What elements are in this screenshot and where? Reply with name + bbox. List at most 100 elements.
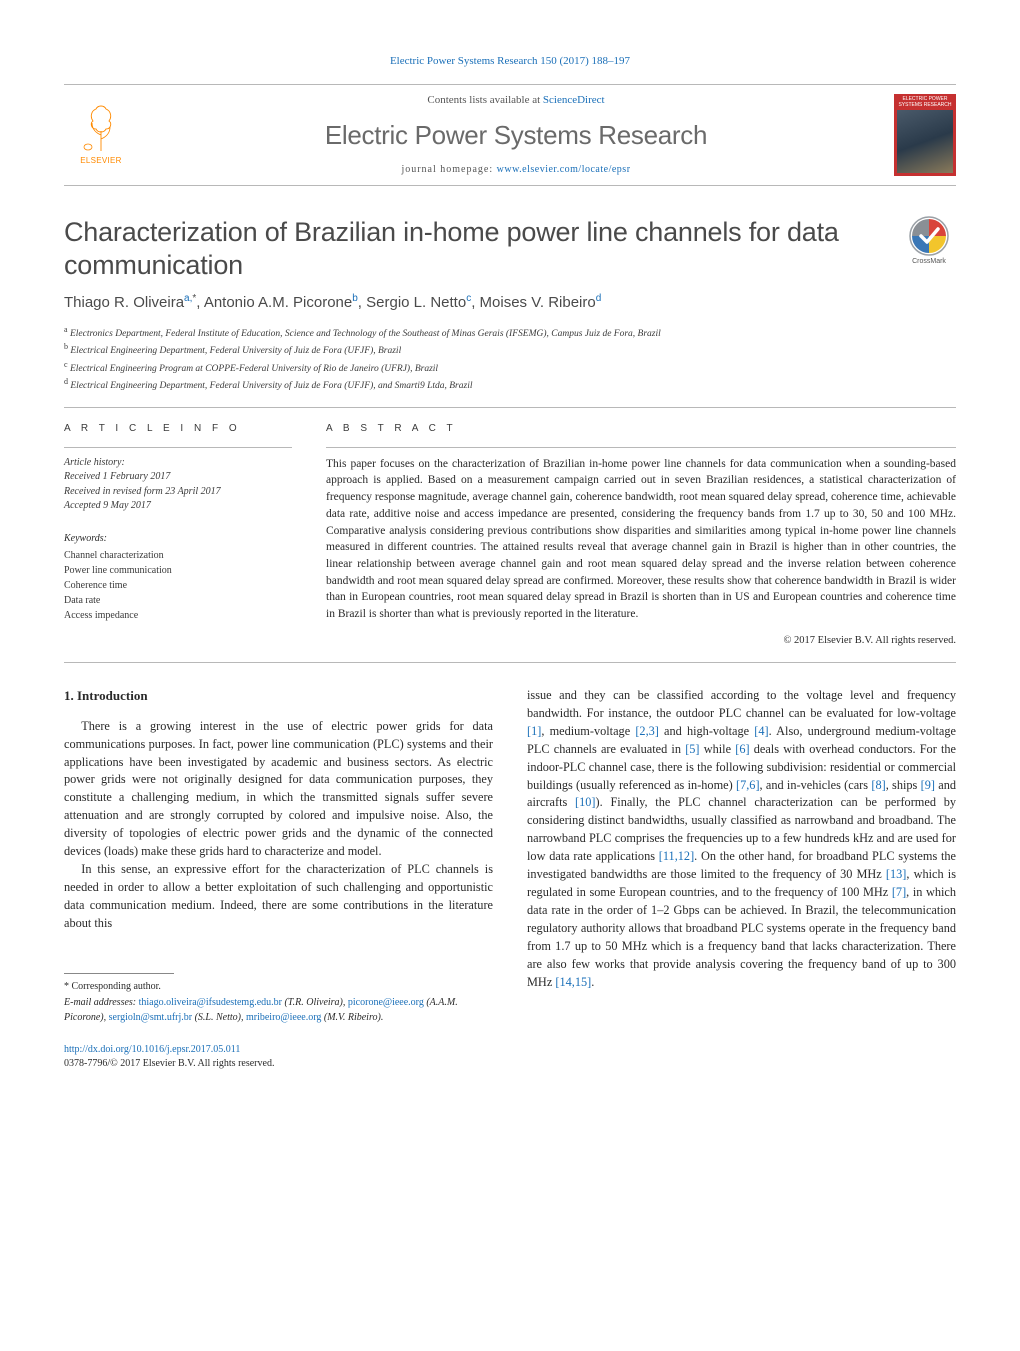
- history-label: Article history:: [64, 456, 292, 471]
- aff-text: Electrical Engineering Department, Feder…: [70, 381, 472, 391]
- author-1: Thiago R. Oliveira: [64, 294, 184, 311]
- elsevier-logo-text: ELSEVIER: [80, 155, 122, 167]
- abstract-copyright: © 2017 Elsevier B.V. All rights reserved…: [326, 633, 956, 648]
- citation[interactable]: [11,12]: [659, 849, 694, 863]
- citation[interactable]: [6]: [735, 742, 749, 756]
- citation[interactable]: [13]: [886, 867, 907, 881]
- aff-text: Electrical Engineering Program at COPPE-…: [70, 364, 438, 374]
- author-3: Sergio L. Netto: [366, 294, 466, 311]
- paragraph: In this sense, an expressive effort for …: [64, 861, 493, 933]
- footnote-rule: [64, 973, 174, 974]
- elsevier-logo: ELSEVIER: [64, 95, 138, 175]
- contents-prefix: Contents lists available at: [427, 94, 542, 106]
- keyword: Power line communication: [64, 563, 292, 578]
- keyword: Data rate: [64, 593, 292, 608]
- citation[interactable]: [14,15]: [555, 975, 591, 989]
- doi-line: http://dx.doi.org/10.1016/j.epsr.2017.05…: [64, 1043, 493, 1058]
- abstract-heading: A B S T R A C T: [326, 422, 956, 437]
- text: , in which data rate in the order of 1–2…: [527, 885, 956, 989]
- journal-cover-thumbnail: ELECTRIC POWER SYSTEMS RESEARCH: [894, 94, 956, 176]
- text: .: [591, 975, 594, 989]
- info-abstract-row: A R T I C L E I N F O Article history: R…: [64, 422, 956, 647]
- crossmark-badge[interactable]: CrossMark: [902, 216, 956, 270]
- author-2: Antonio A.M. Picorone: [204, 294, 352, 311]
- divider: [326, 447, 956, 448]
- citation[interactable]: [5]: [685, 742, 699, 756]
- crossmark-label: CrossMark: [912, 257, 946, 267]
- text: , ships: [886, 778, 921, 792]
- doi-link[interactable]: http://dx.doi.org/10.1016/j.epsr.2017.05…: [64, 1044, 240, 1055]
- divider: [64, 447, 292, 448]
- affiliation-a: a Electronics Department, Federal Instit…: [64, 324, 956, 341]
- affiliations: a Electronics Department, Federal Instit…: [64, 324, 956, 394]
- elsevier-tree-icon: [78, 103, 124, 153]
- citation[interactable]: [2,3]: [635, 724, 659, 738]
- citation[interactable]: [7,6]: [736, 778, 760, 792]
- email-link[interactable]: picorone@ieee.org: [348, 997, 424, 1008]
- keyword: Access impedance: [64, 608, 292, 623]
- affiliation-d: d Electrical Engineering Department, Fed…: [64, 376, 956, 393]
- page: Electric Power Systems Research 150 (201…: [0, 0, 1020, 1132]
- crossmark-icon: [909, 216, 949, 256]
- corr-text: Corresponding author.: [72, 981, 161, 992]
- section-heading: 1. Introduction: [64, 687, 493, 706]
- left-column: 1. Introduction There is a growing inter…: [64, 687, 493, 1072]
- text: while: [700, 742, 736, 756]
- contents-line: Contents lists available at ScienceDirec…: [138, 93, 894, 109]
- received-date: Received 1 February 2017: [64, 471, 170, 482]
- aff-sup: a: [64, 325, 68, 334]
- author-1-corr: *: [192, 293, 196, 304]
- citation[interactable]: [8]: [871, 778, 885, 792]
- email-link[interactable]: mribeiro@ieee.org: [246, 1012, 321, 1023]
- affiliation-b: b Electrical Engineering Department, Fed…: [64, 341, 956, 358]
- footnote-block: * Corresponding author. E-mail addresses…: [64, 973, 493, 1072]
- corresponding-note: * Corresponding author.: [64, 980, 493, 995]
- text: , and in-vehicles (cars: [760, 778, 872, 792]
- email-who: (T.R. Oliveira): [284, 997, 342, 1008]
- keyword: Coherence time: [64, 578, 292, 593]
- email-addresses: E-mail addresses: thiago.oliveira@ifsude…: [64, 995, 493, 1025]
- title-row: Characterization of Brazilian in-home po…: [64, 216, 956, 282]
- divider: [64, 407, 956, 408]
- header-center: Contents lists available at ScienceDirec…: [138, 93, 894, 177]
- emails-label: E-mail addresses:: [64, 997, 136, 1008]
- cover-image: [897, 110, 953, 173]
- author-3-aff: c: [466, 293, 471, 304]
- aff-sup: d: [64, 377, 68, 386]
- journal-name: Electric Power Systems Research: [138, 117, 894, 155]
- issn-line: 0378-7796/© 2017 Elsevier B.V. All right…: [64, 1057, 493, 1072]
- citation[interactable]: [7]: [892, 885, 906, 899]
- text: issue and they can be classified accordi…: [527, 688, 956, 720]
- email-link[interactable]: thiago.oliveira@ifsudestemg.edu.br: [139, 997, 282, 1008]
- email-link[interactable]: sergioln@smt.ufrj.br: [109, 1012, 192, 1023]
- text: , medium-voltage: [541, 724, 635, 738]
- paragraph: There is a growing interest in the use o…: [64, 718, 493, 862]
- article-title: Characterization of Brazilian in-home po…: [64, 216, 874, 282]
- homepage-prefix: journal homepage:: [401, 164, 496, 175]
- authors: Thiago R. Oliveiraa,*, Antonio A.M. Pico…: [64, 292, 956, 314]
- journal-header: ELSEVIER Contents lists available at Sci…: [64, 84, 956, 186]
- keywords-label: Keywords:: [64, 532, 292, 547]
- divider: [64, 662, 956, 663]
- journal-reference: Electric Power Systems Research 150 (201…: [64, 54, 956, 70]
- article-info-column: A R T I C L E I N F O Article history: R…: [64, 422, 292, 647]
- citation[interactable]: [4]: [754, 724, 768, 738]
- author-4-aff: d: [596, 293, 602, 304]
- citation[interactable]: [10]: [575, 795, 596, 809]
- revised-date: Received in revised form 23 April 2017: [64, 486, 221, 497]
- abstract-text: This paper focuses on the characterizati…: [326, 456, 956, 623]
- homepage-link[interactable]: www.elsevier.com/locate/epsr: [497, 164, 631, 175]
- aff-sup: b: [64, 342, 68, 351]
- sciencedirect-link[interactable]: ScienceDirect: [543, 94, 605, 106]
- citation[interactable]: [9]: [921, 778, 935, 792]
- email-who: (S.L. Netto): [195, 1012, 241, 1023]
- citation[interactable]: [1]: [527, 724, 541, 738]
- aff-text: Electronics Department, Federal Institut…: [70, 329, 661, 339]
- right-column: issue and they can be classified accordi…: [527, 687, 956, 1072]
- aff-sup: c: [64, 360, 68, 369]
- paragraph: issue and they can be classified accordi…: [527, 687, 956, 992]
- article-history: Article history: Received 1 February 201…: [64, 456, 292, 514]
- abstract-column: A B S T R A C T This paper focuses on th…: [326, 422, 956, 647]
- keyword: Channel characterization: [64, 548, 292, 563]
- accepted-date: Accepted 9 May 2017: [64, 500, 151, 511]
